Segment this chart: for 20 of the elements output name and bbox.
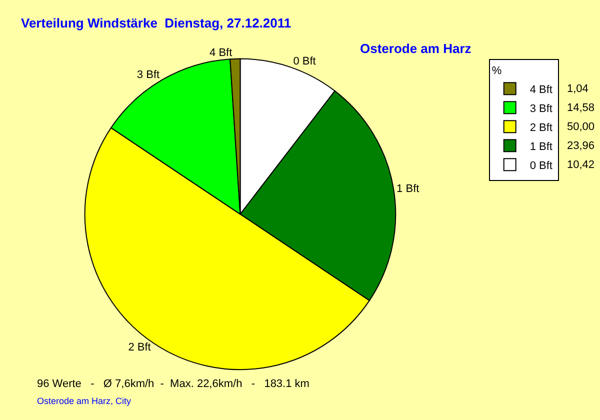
legend-label: 4 Bft — [530, 84, 552, 96]
slice-label: 3 Bft — [136, 69, 160, 82]
legend-label: 3 Bft — [530, 102, 552, 115]
legend-label: 1 Bft — [530, 140, 552, 153]
legend-title: % — [492, 65, 502, 78]
data-label: 14,58 — [567, 102, 595, 114]
chart-title: Verteilung Windstärke Dienstag, 27.12.2011 — [21, 16, 292, 31]
data-label: 23,96 — [567, 140, 595, 152]
legend-label: 0 Bft — [530, 160, 552, 172]
text: 96 Werte - Ø 7,6km/h - Max. 22,6km/h - 183.1 km — [37, 378, 310, 390]
slice-label: 1 Bft — [396, 182, 420, 195]
legend-label: 2 Bft — [530, 122, 552, 134]
slice-label: 0 Bft — [293, 56, 316, 68]
data-label: 10,42 — [567, 159, 595, 171]
chart-subtitle: Osterode am Harz — [360, 41, 472, 56]
text: Osterode am Harz, City — [37, 396, 132, 406]
slice-label: 4 Bft — [210, 46, 232, 59]
data-label: 50,00 — [567, 121, 595, 133]
slice-label: 2 Bft — [128, 342, 151, 354]
data-label: 1,04 — [567, 83, 588, 95]
